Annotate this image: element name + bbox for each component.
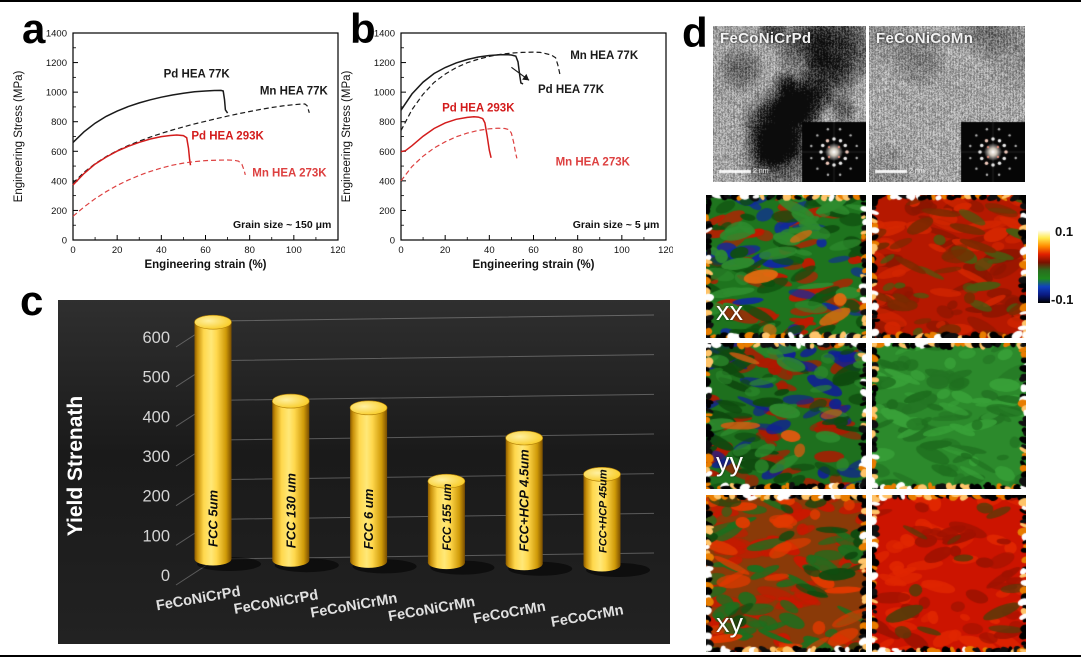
svg-text:40: 40 [484,245,495,256]
svg-text:Mn HEA 273K: Mn HEA 273K [556,156,631,168]
svg-text:400: 400 [51,176,67,187]
svg-text:20: 20 [440,245,451,256]
svg-text:Pd HEA 77K: Pd HEA 77K [164,68,231,80]
tem-image-feconicrpd [713,26,866,182]
svg-text:1200: 1200 [374,58,395,69]
svg-text:1400: 1400 [46,29,67,40]
svg-text:400: 400 [142,408,170,426]
svg-text:600: 600 [379,147,395,158]
strain-row-label-xy: xy [716,608,743,638]
panel-letter-a: a [22,5,46,52]
stress-strain-chart-a: 0 20 40 60 80 100 1200200400600800100012001400… [13,29,345,272]
svg-text:200: 200 [379,206,395,217]
svg-text:80: 80 [244,245,255,256]
svg-text:100: 100 [142,527,170,545]
tem-label-left: FeCoNiCrPd [720,30,812,47]
svg-text:Engineering strain (%): Engineering strain (%) [472,259,594,271]
svg-text:FCC 6 um: FCC 6 um [361,488,376,549]
svg-text:1000: 1000 [46,88,67,99]
svg-text:0: 0 [398,245,403,256]
strain-row-label-xx: xx [716,296,743,326]
svg-text:Engineering Stress (MPa): Engineering Stress (MPa) [341,70,353,202]
svg-text:Grain size ~ 150 μm: Grain size ~ 150 μm [233,219,331,231]
scalebar-label-right: 2 nm [909,168,925,175]
svg-text:Pd HEA 293K: Pd HEA 293K [442,102,515,114]
tem-label-right: FeCoNiCoMn [876,30,974,47]
svg-text:Yield Strenath: Yield Strenath [64,396,87,536]
scalebar-label-left: 2 nm [753,168,769,175]
svg-text:100: 100 [614,245,630,256]
svg-text:0: 0 [390,236,395,247]
svg-text:800: 800 [51,117,67,128]
svg-text:800: 800 [379,117,395,128]
svg-text:600: 600 [142,329,170,347]
panel-letter-b: b [350,5,376,52]
strain-map-xx-right [872,195,1026,338]
svg-text:120: 120 [330,245,345,256]
strain-row-label-yy: yy [716,447,743,477]
svg-text:40: 40 [156,245,167,256]
svg-text:Engineering Stress (MPa): Engineering Stress (MPa) [13,70,25,202]
strain-map-yy-right [872,343,1026,489]
svg-text:200: 200 [142,488,170,506]
svg-text:60: 60 [528,245,539,256]
strain-colorbar [1038,230,1050,303]
svg-text:FCC 155 um: FCC 155 um [441,483,454,550]
colorbar-max-label: 0.1 [1055,224,1074,239]
strain-map-xy-right [872,495,1026,652]
svg-text:Pd HEA 77K: Pd HEA 77K [538,84,605,96]
yield-strength-bar-chart: 0 100 200 300 400 500 600 Yield Strenath FCC 5um… [58,300,670,644]
strain-map-xy-left [706,495,866,652]
strain-map-yy-left [706,343,866,489]
svg-text:600: 600 [51,147,67,158]
svg-text:1200: 1200 [46,58,67,69]
svg-text:Grain size ~ 5 μm: Grain size ~ 5 μm [573,219,660,231]
svg-text:FCC+HCP 4.5um: FCC+HCP 4.5um [517,449,532,552]
svg-text:60: 60 [200,245,211,256]
svg-text:400: 400 [379,176,395,187]
svg-text:80: 80 [572,245,583,256]
svg-text:0: 0 [62,236,67,247]
svg-text:Mn HEA 77K: Mn HEA 77K [570,50,639,62]
svg-text:500: 500 [142,369,170,387]
tem-image-feconicomn [869,26,1025,182]
svg-text:200: 200 [51,206,67,217]
svg-text:FCC+HCP 45um: FCC+HCP 45um [598,469,610,553]
panel-letter-d: d [682,9,708,56]
svg-text:Mn HEA 77K: Mn HEA 77K [260,85,329,97]
svg-text:Mn HEA 273K: Mn HEA 273K [252,167,327,179]
svg-text:FCC 130 um: FCC 130 um [283,473,298,549]
stress-strain-chart-b: 0 20 40 60 80 100 1200200400600800100012001400… [341,29,673,272]
svg-text:120: 120 [658,245,673,256]
svg-text:FCC 5um: FCC 5um [206,490,221,548]
svg-text:Engineering strain (%): Engineering strain (%) [144,259,266,271]
svg-text:Pd HEA 293K: Pd HEA 293K [191,130,264,142]
panel-letter-c: c [20,277,44,324]
strain-map-xx-left [706,195,866,338]
svg-text:20: 20 [112,245,123,256]
svg-text:300: 300 [142,448,170,466]
svg-text:100: 100 [286,245,302,256]
svg-text:1000: 1000 [374,88,395,99]
svg-text:0: 0 [161,567,170,585]
svg-text:0: 0 [70,245,75,256]
svg-text:1400: 1400 [374,29,395,40]
colorbar-min-label: -0.1 [1051,292,1074,307]
